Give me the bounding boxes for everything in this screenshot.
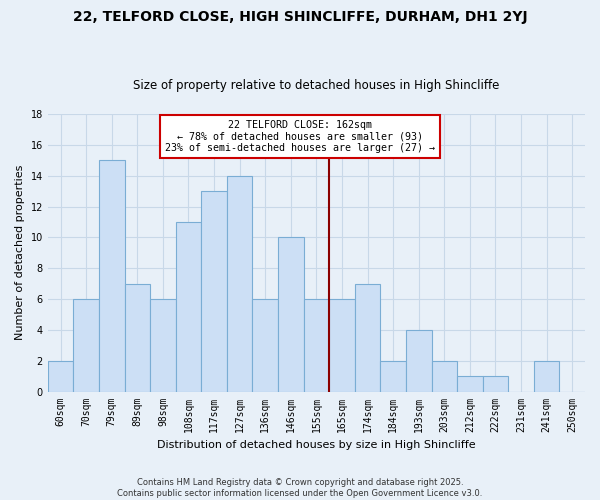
Bar bbox=[355, 284, 380, 392]
Bar bbox=[253, 299, 278, 392]
Bar bbox=[227, 176, 253, 392]
Bar bbox=[329, 299, 355, 392]
Bar bbox=[99, 160, 125, 392]
Bar bbox=[150, 299, 176, 392]
X-axis label: Distribution of detached houses by size in High Shincliffe: Distribution of detached houses by size … bbox=[157, 440, 476, 450]
Bar bbox=[457, 376, 482, 392]
Bar bbox=[380, 360, 406, 392]
Bar bbox=[406, 330, 431, 392]
Title: Size of property relative to detached houses in High Shincliffe: Size of property relative to detached ho… bbox=[133, 79, 500, 92]
Bar bbox=[482, 376, 508, 392]
Bar bbox=[534, 360, 559, 392]
Bar bbox=[176, 222, 201, 392]
Bar bbox=[201, 191, 227, 392]
Bar bbox=[73, 299, 99, 392]
Bar bbox=[431, 360, 457, 392]
Y-axis label: Number of detached properties: Number of detached properties bbox=[15, 165, 25, 340]
Bar bbox=[278, 238, 304, 392]
Text: 22 TELFORD CLOSE: 162sqm
← 78% of detached houses are smaller (93)
23% of semi-d: 22 TELFORD CLOSE: 162sqm ← 78% of detach… bbox=[165, 120, 435, 153]
Text: 22, TELFORD CLOSE, HIGH SHINCLIFFE, DURHAM, DH1 2YJ: 22, TELFORD CLOSE, HIGH SHINCLIFFE, DURH… bbox=[73, 10, 527, 24]
Bar bbox=[125, 284, 150, 392]
Bar bbox=[48, 360, 73, 392]
Text: Contains HM Land Registry data © Crown copyright and database right 2025.
Contai: Contains HM Land Registry data © Crown c… bbox=[118, 478, 482, 498]
Bar bbox=[304, 299, 329, 392]
